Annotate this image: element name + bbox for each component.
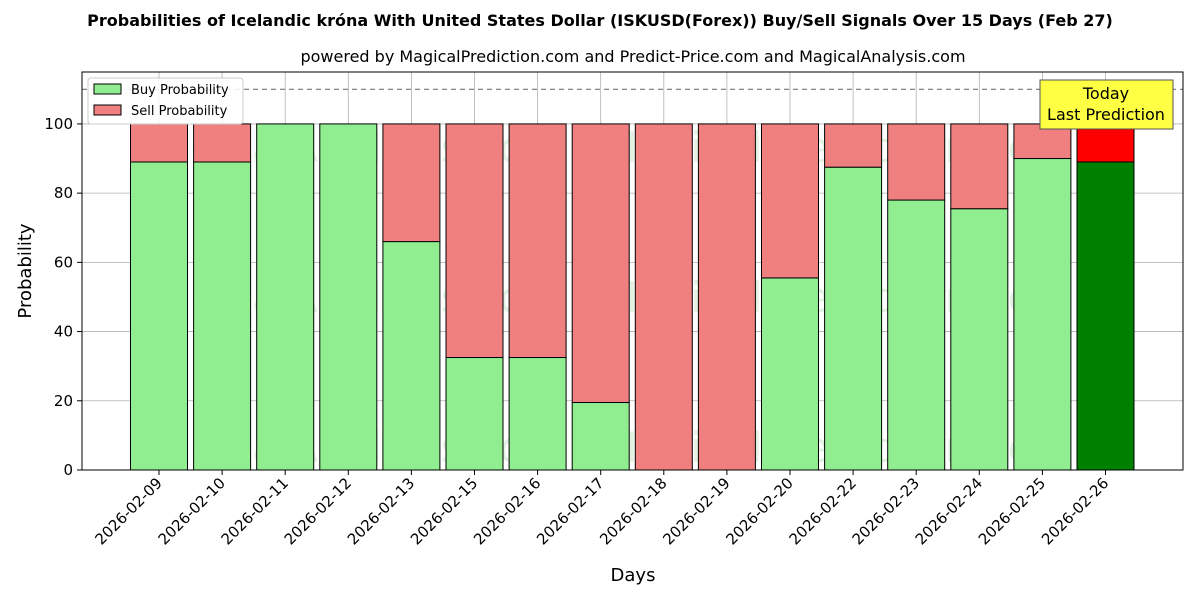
x-tick-label: 2026-02-25 <box>975 474 1049 548</box>
y-tick-label: 60 <box>54 253 73 271</box>
bar-buy-2026-02-10 <box>193 161 252 471</box>
x-tick-label: 2026-02-23 <box>849 474 923 548</box>
y-tick-label: 100 <box>44 115 73 133</box>
today-annotation: Today Last Prediction <box>1039 79 1174 130</box>
x-tick-label: 2026-02-15 <box>407 474 481 548</box>
chart-title: Probabilities of Icelandic króna With Un… <box>87 11 1113 30</box>
x-tick-label: 2026-02-22 <box>786 474 860 548</box>
bar-buy-2026-02-22 <box>824 166 883 471</box>
bar-buy-2026-02-13 <box>382 241 441 471</box>
bar-sell-2026-02-13 <box>382 123 441 243</box>
bar-buy-2026-02-15 <box>445 357 504 471</box>
y-tick-label: 40 <box>54 323 73 341</box>
x-tick-label: 2026-02-13 <box>344 474 418 548</box>
x-tick-label: 2026-02-20 <box>722 474 796 548</box>
bar-sell-2026-02-25 <box>1013 123 1072 160</box>
chart-subtitle: powered by MagicalPrediction.com and Pre… <box>300 47 965 66</box>
bar-sell-2026-02-20 <box>761 123 819 279</box>
x-tick-label: 2026-02-10 <box>155 474 229 548</box>
x-tick-label: 2026-02-24 <box>912 474 986 548</box>
y-tick-label: 80 <box>54 184 73 202</box>
legend-label-buy: Buy Probability <box>131 83 229 98</box>
x-tick-label: 2026-02-17 <box>533 474 607 548</box>
legend-swatch-buy <box>93 83 122 95</box>
bar-buy-2026-02-24 <box>950 208 1009 471</box>
x-tick-label: 2026-02-18 <box>596 474 670 548</box>
bar-sell-2026-02-17 <box>571 123 630 404</box>
bar-buy-2026-02-23 <box>887 199 946 471</box>
legend-swatch-sell <box>93 104 122 116</box>
x-axis-label: Days <box>611 565 656 586</box>
bar-buy-2026-02-20 <box>761 277 819 471</box>
legend-box <box>87 77 244 125</box>
bar-buy-2026-02-16 <box>508 357 567 471</box>
x-tick-label: 2026-02-12 <box>281 474 355 548</box>
today-box <box>1039 79 1174 130</box>
bars <box>130 123 1135 471</box>
x-tick-label: 2026-02-19 <box>659 474 733 548</box>
bar-sell-2026-02-22 <box>824 123 883 168</box>
legend: Buy Probability Sell Probability <box>87 77 244 125</box>
x-tick-label: 2026-02-16 <box>470 474 544 548</box>
bar-sell-2026-02-09 <box>130 123 188 163</box>
bar-sell-2026-02-24 <box>950 123 1009 210</box>
last-prediction-label: Last Prediction <box>1047 105 1165 124</box>
bar-sell-2026-02-10 <box>193 123 252 163</box>
y-axis-ticks: 0 20 40 60 80 100 <box>44 115 82 479</box>
bar-sell-2026-02-26 <box>1076 123 1135 163</box>
bar-sell-2026-02-15 <box>445 123 504 359</box>
x-axis-ticks: 2026-02-092026-02-102026-02-112026-02-12… <box>91 470 1112 548</box>
x-tick-label: 2026-02-26 <box>1038 474 1112 548</box>
bar-sell-2026-02-16 <box>508 123 567 359</box>
bar-buy-2026-02-09 <box>130 161 188 471</box>
bar-buy-2026-02-11 <box>256 123 315 471</box>
bar-buy-2026-02-17 <box>571 402 630 471</box>
x-tick-label: 2026-02-11 <box>218 474 292 548</box>
bar-sell-2026-02-19 <box>697 123 756 471</box>
bar-sell-2026-02-18 <box>634 123 693 471</box>
bar-buy-2026-02-26 <box>1076 161 1135 471</box>
y-axis-label: Probability <box>15 223 36 318</box>
bar-sell-2026-02-23 <box>887 123 946 201</box>
today-label: Today <box>1082 84 1129 103</box>
legend-label-sell: Sell Probability <box>131 104 228 119</box>
y-tick-label: 0 <box>63 461 73 479</box>
bar-buy-2026-02-12 <box>319 123 378 471</box>
y-tick-label: 20 <box>54 392 73 410</box>
bar-buy-2026-02-25 <box>1013 158 1072 471</box>
x-tick-label: 2026-02-09 <box>91 474 165 548</box>
plot-frame <box>81 71 1184 471</box>
